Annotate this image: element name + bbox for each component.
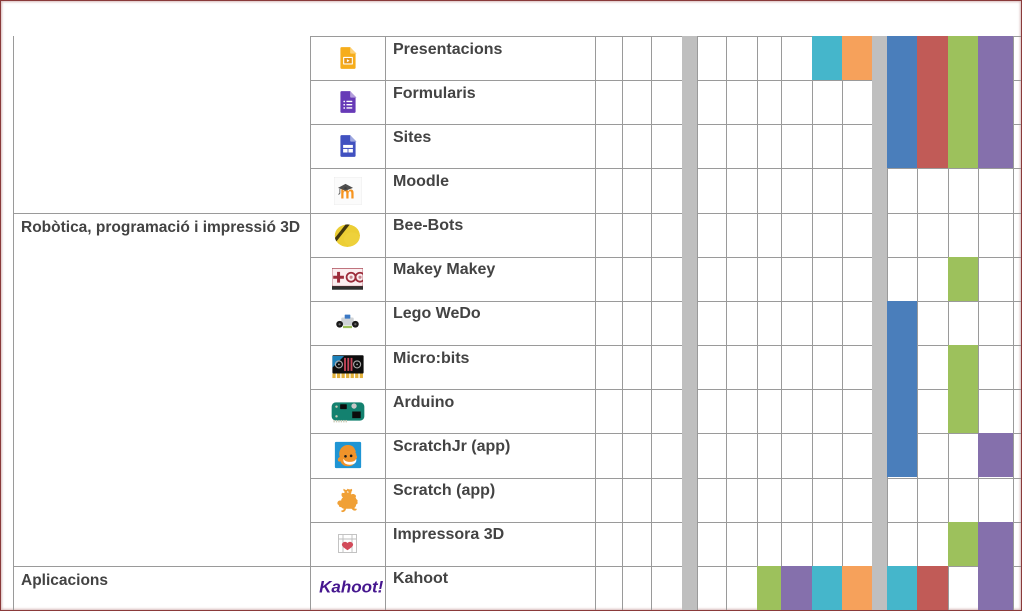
svg-text:Kahoot!: Kahoot! — [319, 578, 384, 597]
